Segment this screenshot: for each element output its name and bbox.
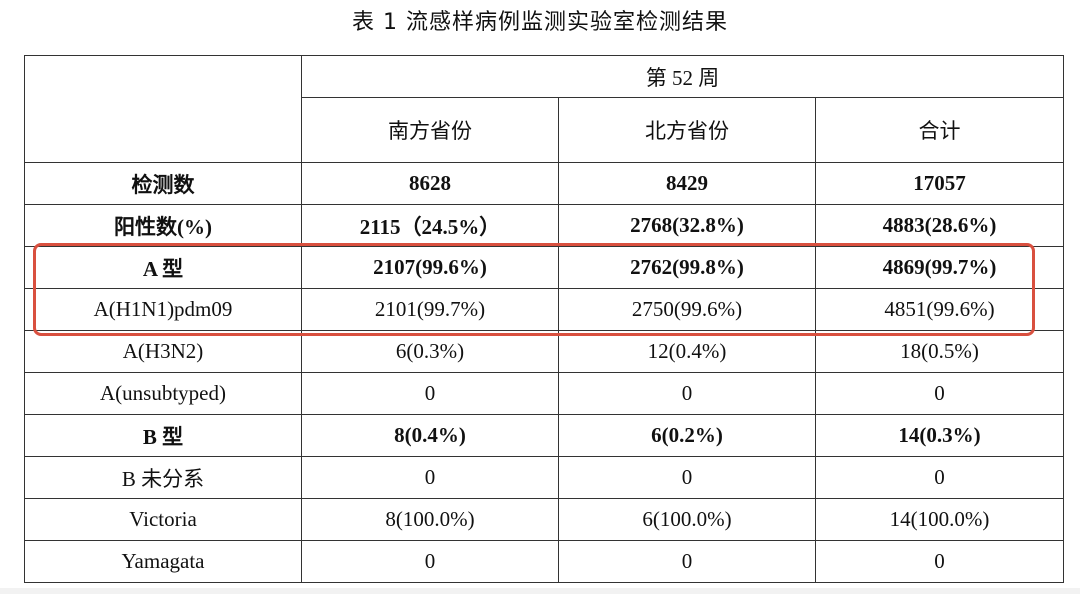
- row-label: A(unsubtyped): [24, 372, 302, 415]
- table-row: B 型 8(0.4%) 6(0.2%) 14(0.3%): [24, 414, 1064, 457]
- table-cell: 4851(99.6%): [815, 288, 1064, 331]
- table-cell: 0: [558, 540, 816, 583]
- table-cell: 8(100.0%): [301, 498, 559, 541]
- table-cell: 0: [815, 372, 1064, 415]
- column-header-north: 北方省份: [558, 97, 816, 163]
- row-label: Yamagata: [24, 540, 302, 583]
- column-header-total: 合计: [815, 97, 1064, 163]
- row-label: 阳性数(%): [24, 204, 302, 247]
- week-header: 第 52 周: [301, 55, 1064, 98]
- table-row: Victoria 8(100.0%) 6(100.0%) 14(100.0%): [24, 498, 1064, 541]
- table-cell: 2107(99.6%): [301, 246, 559, 289]
- table-cell: 12(0.4%): [558, 330, 816, 373]
- table-cell: 8628: [301, 162, 559, 205]
- table-cell: 0: [301, 372, 559, 415]
- table-cell: 14(0.3%): [815, 414, 1064, 457]
- table-cell: 0: [815, 456, 1064, 499]
- table-row: A(H3N2) 6(0.3%) 12(0.4%) 18(0.5%): [24, 330, 1064, 373]
- table-cell: 2762(99.8%): [558, 246, 816, 289]
- table-cell: 0: [301, 456, 559, 499]
- table-row: Yamagata 0 0 0: [24, 540, 1064, 583]
- table-cell: 0: [815, 540, 1064, 583]
- column-header-south: 南方省份: [301, 97, 559, 163]
- corner-cell: [24, 55, 302, 163]
- table-cell: 4883(28.6%): [815, 204, 1064, 247]
- row-label: 检测数: [24, 162, 302, 205]
- table-row: A(unsubtyped) 0 0 0: [24, 372, 1064, 415]
- row-label: A(H3N2): [24, 330, 302, 373]
- table-cell: 2115（24.5%）: [301, 204, 559, 247]
- header-row-regions: 南方省份 北方省份 合计: [25, 97, 1064, 163]
- table-cell: 0: [558, 456, 816, 499]
- row-label: B 未分系: [24, 456, 302, 499]
- table-cell: 6(0.2%): [558, 414, 816, 457]
- results-table: 第 52 周 南方省份 北方省份 合计 检测数 8628 8429 17057 阳性数(…: [24, 55, 1064, 583]
- table-cell: 4869(99.7%): [815, 246, 1064, 289]
- table-cell: 6(0.3%): [301, 330, 559, 373]
- table-cell: 0: [301, 540, 559, 583]
- table-row: 阳性数(%) 2115（24.5%） 2768(32.8%) 4883(28.6%): [24, 204, 1064, 247]
- row-label: A 型: [24, 246, 302, 289]
- table-cell: 18(0.5%): [815, 330, 1064, 373]
- table-cell: 8(0.4%): [301, 414, 559, 457]
- row-label: A(H1N1)pdm09: [24, 288, 302, 331]
- bottom-edge: [0, 588, 1080, 594]
- table-cell: 17057: [815, 162, 1064, 205]
- row-label: Victoria: [24, 498, 302, 541]
- table-row: 检测数 8628 8429 17057: [24, 162, 1064, 205]
- header-row-week: 第 52 周: [24, 55, 1064, 163]
- table-cell: 6(100.0%): [558, 498, 816, 541]
- table-row: A 型 2107(99.6%) 2762(99.8%) 4869(99.7%): [24, 246, 1064, 289]
- table-cell: 14(100.0%): [815, 498, 1064, 541]
- table-cell: 2750(99.6%): [558, 288, 816, 331]
- table-cell: 2768(32.8%): [558, 204, 816, 247]
- table-row: A(H1N1)pdm09 2101(99.7%) 2750(99.6%) 4851(9…: [24, 288, 1064, 331]
- table-title: 表 1 流感样病例监测实验室检测结果: [352, 10, 728, 35]
- table-row: B 未分系 0 0 0: [24, 456, 1064, 499]
- table-cell: 2101(99.7%): [301, 288, 559, 331]
- table-cell: 0: [558, 372, 816, 415]
- row-label: B 型: [24, 414, 302, 457]
- table-cell: 8429: [558, 162, 816, 205]
